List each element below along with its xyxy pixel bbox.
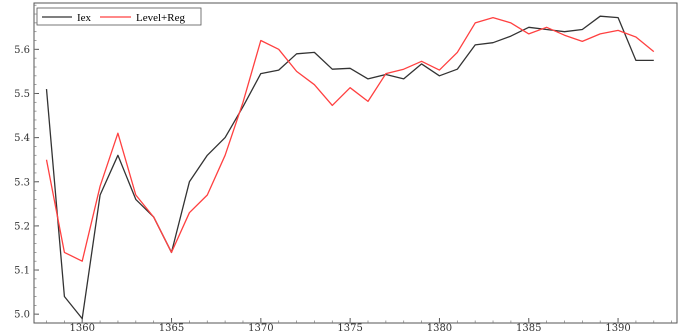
y-tick-label: 5.0 [14,310,30,321]
plot-frame [33,2,678,324]
x-tick-label: 1390 [605,323,630,331]
x-tick-label: 1375 [337,323,362,331]
legend-label-iex: Iex [77,12,92,24]
x-tick-label: 1380 [427,323,452,331]
y-tick-label: 5.1 [14,266,30,277]
x-tick-label: 1365 [159,323,184,331]
series-line-level-reg [45,16,655,262]
series-lines [45,15,655,320]
series-line-iex [45,15,654,320]
axis-ticks: 5.0 5.1 5.2 5.3 5.4 5.5 5.6 1360 1365 1370 1375 138… [14,4,672,331]
y-tick-label: 5.6 [14,45,30,56]
y-tick-label: 5.4 [14,133,30,144]
y-tick-label: 5.2 [14,221,30,232]
y-tick-label: 5.5 [14,89,30,100]
x-tick-label: 1385 [516,323,541,331]
legend: Iex Level+Reg [36,7,202,26]
legend-label-level-reg: Level+Reg [136,12,185,24]
y-tick-label: 5.3 [14,177,30,188]
x-tick-label: 1360 [69,323,94,331]
x-tick-label: 1370 [248,323,273,331]
